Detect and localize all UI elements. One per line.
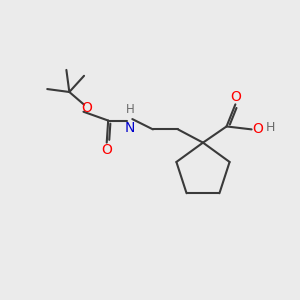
Text: N: N xyxy=(125,122,136,135)
Text: H: H xyxy=(266,121,275,134)
Text: O: O xyxy=(230,90,241,104)
Text: O: O xyxy=(82,101,92,115)
Text: H: H xyxy=(126,103,135,116)
Text: O: O xyxy=(101,143,112,157)
Text: O: O xyxy=(253,122,263,136)
